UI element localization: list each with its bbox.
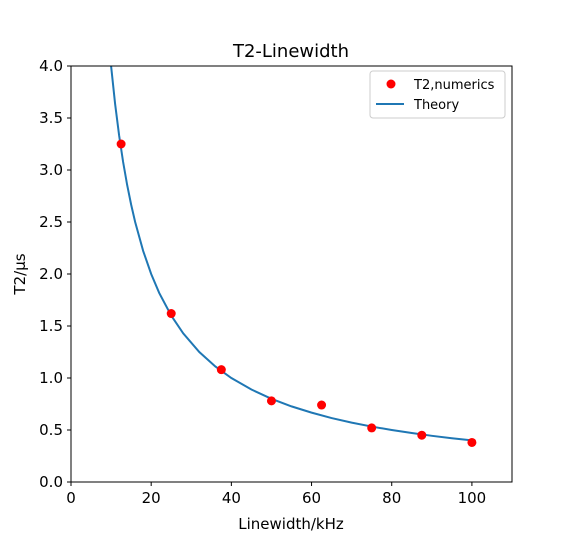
- x-tick-label: 60: [302, 489, 321, 507]
- y-tick-label: 2.5: [39, 213, 63, 231]
- numerics-point: [317, 400, 327, 410]
- x-tick-label: 0: [66, 489, 76, 507]
- legend-marker-numerics: [386, 79, 396, 89]
- x-tick-label: 20: [142, 489, 161, 507]
- theory-line: [110, 66, 473, 442]
- x-tick-label: 40: [222, 489, 241, 507]
- y-tick-label: 3.5: [39, 109, 63, 127]
- y-tick-label: 1.0: [39, 369, 63, 387]
- x-tick-label: 100: [458, 489, 487, 507]
- x-axis-label: Linewidth/kHz: [238, 515, 344, 533]
- numerics-point: [266, 396, 276, 406]
- axes-frame: [70, 65, 513, 483]
- y-tick-label: 3.0: [39, 161, 63, 179]
- y-tick-label: 4.0: [39, 57, 63, 75]
- y-tick-label: 2.0: [39, 265, 63, 283]
- numerics-point: [216, 365, 226, 375]
- plot-area: [110, 66, 477, 447]
- y-tick-label: 0.5: [39, 421, 63, 439]
- legend: T2,numerics Theory: [369, 70, 506, 119]
- y-tick-label: 0.0: [39, 473, 63, 491]
- y-axis-ticks: 0.0 0.5 1.0 1.5 2.0 2.5 3.0 3.5 4.0: [39, 57, 71, 491]
- numerics-point: [467, 437, 477, 447]
- legend-label-numerics: T2,numerics: [413, 78, 495, 93]
- numerics-point: [417, 430, 427, 440]
- numerics-point: [367, 423, 377, 433]
- y-tick-label: 1.5: [39, 317, 63, 335]
- numerics-point: [166, 309, 176, 319]
- y-axis-label: T2/μs: [11, 253, 29, 295]
- legend-label-theory: Theory: [413, 98, 459, 113]
- chart-title: T2-Linewidth: [232, 41, 349, 62]
- legend-box: [369, 70, 506, 119]
- numerics-point: [116, 139, 126, 149]
- x-tick-label: 80: [382, 489, 401, 507]
- x-axis-ticks: 0 20 40 60 80 100: [66, 482, 486, 507]
